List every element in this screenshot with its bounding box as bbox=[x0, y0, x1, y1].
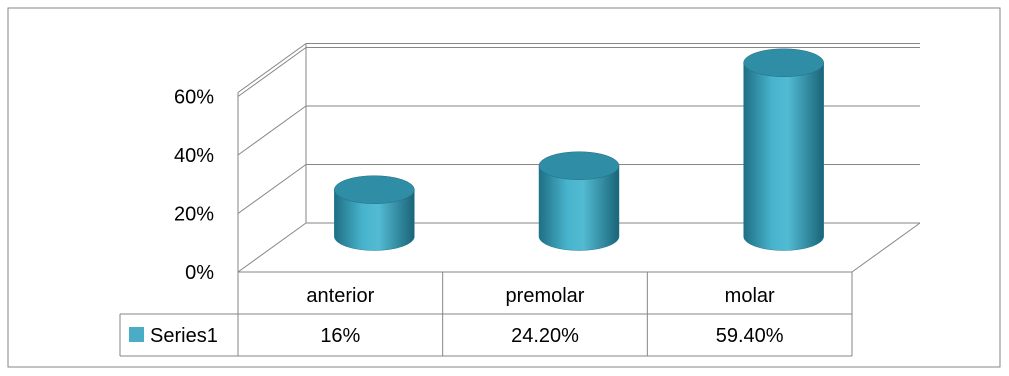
legend-swatch bbox=[129, 327, 144, 342]
y-tick-label: 40% bbox=[174, 145, 214, 167]
x-category-label: molar bbox=[725, 285, 775, 307]
bar-premolar bbox=[538, 151, 620, 251]
gridline-side bbox=[237, 222, 307, 273]
x-category-label: anterior bbox=[306, 285, 374, 307]
data-label: 16% bbox=[320, 325, 360, 347]
cylinder-top bbox=[743, 48, 824, 78]
bars bbox=[334, 48, 824, 251]
data-label: 24.20% bbox=[511, 325, 579, 347]
data-label: 59.40% bbox=[716, 325, 784, 347]
bar-molar bbox=[743, 48, 824, 251]
legend-series-name: Series1 bbox=[150, 325, 218, 347]
cylinder-body bbox=[743, 62, 824, 251]
chart-border bbox=[7, 7, 1001, 368]
left-wall-top-edge bbox=[237, 43, 307, 93]
gridline-side bbox=[237, 105, 307, 156]
x-category-label: premolar bbox=[506, 285, 585, 307]
bar-anterior bbox=[334, 175, 415, 251]
gridline-side bbox=[237, 164, 307, 214]
cylinder-body bbox=[538, 165, 620, 251]
floor-right-edge bbox=[851, 222, 921, 273]
cylinder-body bbox=[334, 189, 415, 251]
cylinder-top bbox=[538, 151, 620, 180]
data-table: anterior premolar molar Series1 16% 24.20% 59.… bbox=[119, 272, 853, 357]
y-tick-label: 60% bbox=[174, 87, 214, 109]
gridline-side bbox=[237, 47, 307, 97]
y-axis-ticks: 0% 20% 40% 60% bbox=[174, 87, 214, 285]
cylinder-top bbox=[334, 175, 415, 204]
y-tick-label: 20% bbox=[174, 204, 214, 226]
y-tick-label: 0% bbox=[185, 262, 214, 284]
